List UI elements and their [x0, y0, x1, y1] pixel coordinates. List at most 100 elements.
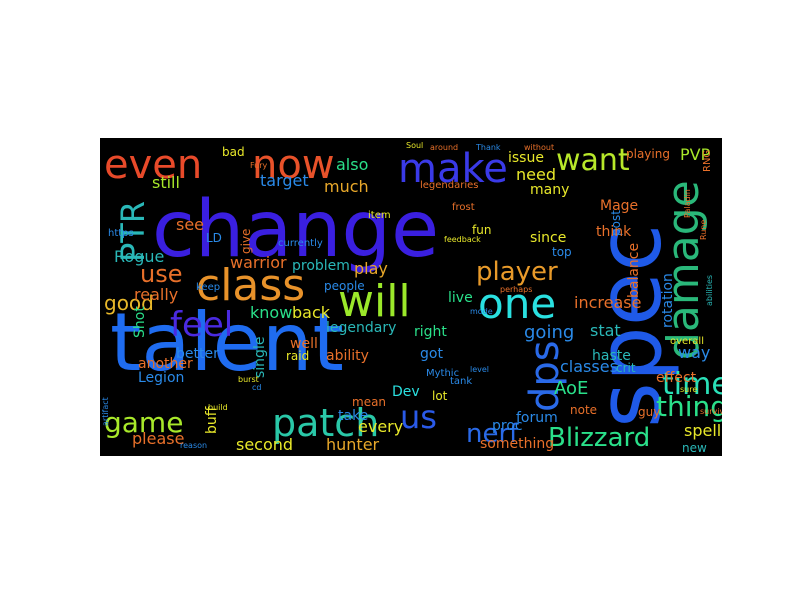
word-sure: sure — [680, 385, 697, 394]
word-soul: Soul — [406, 141, 423, 150]
word-thank: Thank — [475, 143, 501, 152]
word-since: since — [530, 230, 566, 246]
word-lot: lot — [432, 389, 448, 403]
word-issue: issue — [508, 150, 544, 166]
word-spell: spell — [684, 421, 721, 440]
word-paladin: Paladin — [683, 189, 692, 218]
word-will: will — [338, 276, 411, 327]
word-player: player — [476, 257, 558, 287]
word-build: build — [208, 403, 228, 412]
word-shot: Shot — [132, 306, 148, 338]
word-buff: buff — [204, 406, 220, 434]
word-please: please — [132, 429, 184, 448]
word-aoe: AoE — [554, 378, 588, 399]
word-raid: raid — [286, 349, 309, 363]
word-much: much — [324, 177, 369, 196]
word-mode: mode — [470, 307, 493, 316]
word-ptr: PTR — [114, 201, 152, 262]
word-class: class — [196, 260, 305, 311]
word-see: see — [176, 215, 204, 234]
word-classes: classes — [560, 357, 618, 376]
word-reason: reason — [180, 441, 207, 450]
word-artifact: artifact — [101, 397, 110, 426]
word-keep: keep — [196, 282, 220, 293]
word-hunter: hunter — [326, 435, 380, 454]
word-rotation: rotation — [660, 273, 676, 328]
word-blizzard: Blizzard — [548, 423, 650, 453]
word-ld: LD — [206, 231, 222, 245]
word-overall: overall — [670, 336, 704, 347]
word-got: got — [420, 346, 443, 362]
word-single: single — [252, 337, 268, 378]
word-mage: Mage — [600, 198, 638, 214]
word-still: still — [152, 173, 180, 192]
word-fury: Fury — [250, 161, 268, 170]
word-fun: fun — [472, 223, 491, 237]
word-rng: RNG — [702, 150, 713, 172]
word-balance: balance — [626, 243, 642, 298]
word-nerf: nerf — [466, 419, 519, 449]
word-cd: cd — [252, 383, 261, 392]
word-feedback: feedback — [444, 235, 481, 244]
word-every: every — [358, 417, 403, 436]
word-target: target — [260, 171, 309, 190]
word-dps: dps — [522, 340, 568, 412]
word-know: know — [250, 303, 292, 322]
word-stat: stat — [590, 321, 621, 340]
word-increase: increase — [574, 293, 641, 312]
word-level: level — [470, 365, 489, 374]
word-perhaps: perhaps — [500, 285, 532, 294]
word-many: many — [530, 182, 569, 198]
word-legendaries: legendaries — [420, 180, 479, 191]
word-really: really — [134, 285, 178, 304]
word-pvp: PVP — [680, 145, 711, 164]
word-legion: Legion — [138, 370, 184, 386]
word-change: change — [152, 185, 439, 275]
word-guy: guy — [638, 405, 660, 419]
word-game: game — [104, 406, 183, 439]
word-even: even — [104, 142, 202, 188]
word-abilities: abilities — [705, 275, 714, 306]
word-spec: spec — [578, 224, 681, 428]
word-bad: bad — [222, 145, 245, 159]
word-second: second — [236, 435, 293, 454]
word-tank: tank — [450, 376, 472, 387]
word-patch: patch — [272, 401, 379, 445]
word-think: think — [596, 224, 632, 240]
word-going: going — [524, 322, 574, 343]
word-rogue: Rogue — [114, 247, 164, 266]
word-cloud: change talent spec class will one damage even no… — [100, 138, 722, 456]
word-something: something — [480, 436, 554, 452]
word-haste: haste — [592, 348, 631, 364]
word-dev: Dev — [392, 384, 420, 400]
word-make: make — [398, 146, 508, 192]
word-time: time — [662, 367, 722, 402]
word-way: way — [678, 343, 710, 362]
word-talent: talent — [110, 296, 344, 389]
word-top: top — [552, 245, 572, 259]
word-mythic: Mythic — [426, 368, 459, 379]
word-mean: mean — [352, 395, 386, 409]
word-playing: playing — [626, 147, 670, 161]
word-now: now — [252, 142, 335, 188]
word-live: live — [448, 290, 473, 306]
word-thing: thing — [656, 390, 722, 423]
word-well: well — [290, 336, 318, 352]
word-use: use — [140, 260, 182, 288]
word-burst: burst — [238, 375, 259, 384]
word-us: us — [400, 398, 437, 436]
word-another: another — [138, 356, 193, 372]
word-without: without — [524, 143, 554, 152]
word-https: https — [108, 228, 134, 239]
word-ability: ability — [326, 348, 369, 364]
word-also: also — [336, 155, 368, 174]
word-effect: effect — [656, 370, 697, 386]
word-rune: Rune — [699, 220, 708, 240]
word-crit: crit — [616, 361, 636, 375]
word-problem: problem — [292, 258, 350, 274]
word-damage: damage — [658, 180, 709, 360]
word-frost: frost — [452, 202, 475, 213]
word-forum: forum — [516, 410, 558, 426]
word-legendary: legendary — [326, 320, 396, 336]
